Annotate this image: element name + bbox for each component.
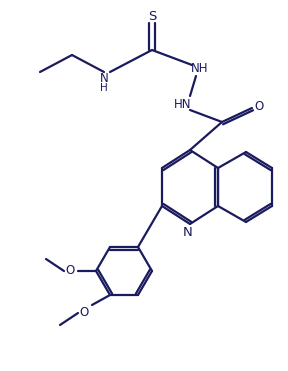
Text: O: O [65, 265, 75, 278]
Text: O: O [79, 306, 89, 319]
Text: N: N [100, 72, 108, 85]
Text: H: H [100, 83, 108, 93]
Text: S: S [148, 10, 156, 23]
Text: O: O [254, 99, 264, 112]
Text: HN: HN [174, 98, 192, 111]
Text: NH: NH [191, 62, 209, 75]
Text: N: N [183, 226, 193, 239]
